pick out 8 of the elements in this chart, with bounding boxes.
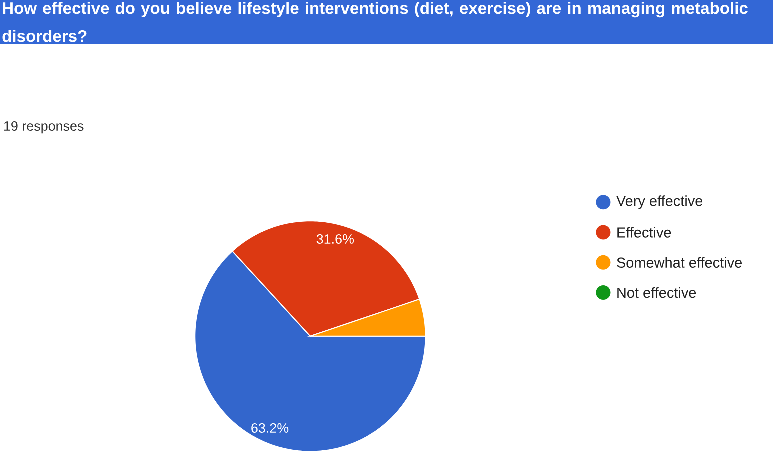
- legend-label: Very effective: [616, 195, 703, 210]
- text: 19 responses: [4, 121, 84, 134]
- legend-label: Not effective: [618, 287, 696, 298]
- data-label: 31.6%: [316, 234, 354, 244]
- data-label: 63.2%: [252, 423, 289, 433]
- legend-label: Somewhat effective: [617, 257, 742, 268]
- chart-title: How effective do you believe lifestyle interventions (diet, exercise) are in managing metabolic disorders?: [2, 2, 748, 42]
- legend-label: Effective: [618, 227, 672, 238]
